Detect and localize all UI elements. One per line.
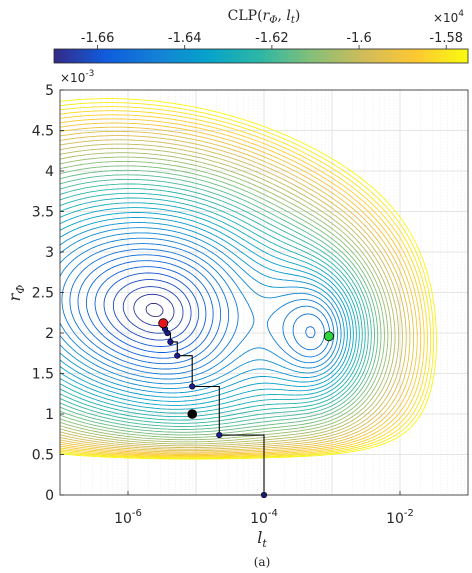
contour-line — [60, 156, 389, 441]
contour-line — [60, 197, 360, 414]
contour-line — [60, 192, 363, 418]
colorbar-label: CLP(rΦ​, lt​) — [228, 8, 301, 26]
y-axis-label: rΦ — [5, 285, 27, 302]
colorbar-tick-label: -1.58 — [429, 31, 463, 46]
y-axis-multiplier: ×10-3 — [60, 69, 94, 85]
y-axis-ticks: 0 0.5 1 1.5 2 2.5 3 3.5 4 4.5 5 — [32, 83, 64, 504]
contour-line — [60, 202, 357, 410]
y-tick-label: 1 — [45, 407, 54, 423]
local-minimum-marker — [323, 331, 334, 342]
colorbar-bar — [53, 48, 469, 64]
contour-line — [61, 243, 331, 375]
global-minimum-marker — [158, 318, 169, 329]
y-tick-label: 1.5 — [32, 367, 54, 383]
y-tick-label: 0 — [45, 488, 54, 504]
contour-lines — [60, 98, 437, 460]
y-tick-label: 3.5 — [32, 205, 54, 221]
contour-line — [60, 152, 392, 443]
x-tick-label: 10-6 — [114, 508, 142, 527]
x-tick-label: 10-2 — [386, 508, 414, 527]
contour-line — [60, 106, 432, 458]
x-axis-ticks: 10-6 10-4 10-2 — [114, 491, 414, 527]
colorbar-tick-label: -1.64 — [168, 31, 202, 46]
y-tick-label: 4 — [45, 164, 54, 180]
contour-line — [60, 178, 372, 427]
x-axis-label: lt — [257, 528, 267, 550]
contour-line — [60, 118, 422, 455]
contour-line — [60, 217, 348, 398]
y-tick-label: 0.5 — [32, 448, 54, 464]
markers — [158, 318, 334, 419]
path-point — [174, 352, 181, 359]
path-point — [189, 383, 196, 390]
colorbar-tick-label: -1.62 — [255, 31, 289, 46]
contour-line — [145, 302, 164, 318]
start-point — [187, 409, 198, 419]
contour-line — [85, 260, 214, 359]
contour-line — [103, 272, 200, 347]
x-tick-label: 10-4 — [250, 508, 278, 527]
contour-line — [60, 122, 418, 454]
contour-line — [94, 266, 207, 353]
contour-line — [60, 98, 437, 460]
contour-line — [60, 222, 345, 394]
contour-line — [60, 165, 382, 436]
colorbar-tick-label: -1.6 — [346, 31, 371, 46]
contour-line — [60, 232, 339, 385]
contour-line — [60, 130, 411, 452]
contour-line — [60, 207, 354, 406]
y-tick-label: 2.5 — [32, 286, 54, 302]
colorbar-ticks: -1.66 -1.64 -1.62 -1.6 -1.58 — [81, 31, 463, 49]
contour-line — [60, 212, 351, 402]
contour-line — [112, 279, 192, 341]
contour-line — [77, 254, 316, 365]
contour-line — [69, 248, 325, 370]
y-tick-label: 3 — [45, 245, 54, 261]
contour-line — [60, 126, 415, 453]
contour-line — [60, 110, 428, 457]
y-tick-label: 2 — [45, 326, 54, 342]
contour-line — [60, 143, 400, 447]
colorbar-tick-label: -1.66 — [81, 31, 115, 46]
colorbar: CLP(rΦ​, lt​) ×104 -1.66-1.64-1.62-1.6-1… — [53, 8, 469, 64]
path-point — [167, 338, 174, 346]
contour-line — [60, 135, 407, 450]
contour-line — [60, 227, 342, 389]
contour-line — [60, 102, 435, 459]
contour-line — [60, 237, 335, 380]
plot-area — [59, 89, 469, 499]
contour-line — [60, 114, 425, 457]
contour-line — [60, 147, 396, 445]
path-point — [216, 431, 223, 439]
figure-caption: (a) — [254, 555, 271, 569]
y-tick-label: 4.5 — [32, 124, 54, 140]
colorbar-multiplier: ×104 — [433, 9, 464, 25]
contour-line — [60, 139, 403, 449]
y-tick-label: 5 — [45, 83, 54, 99]
